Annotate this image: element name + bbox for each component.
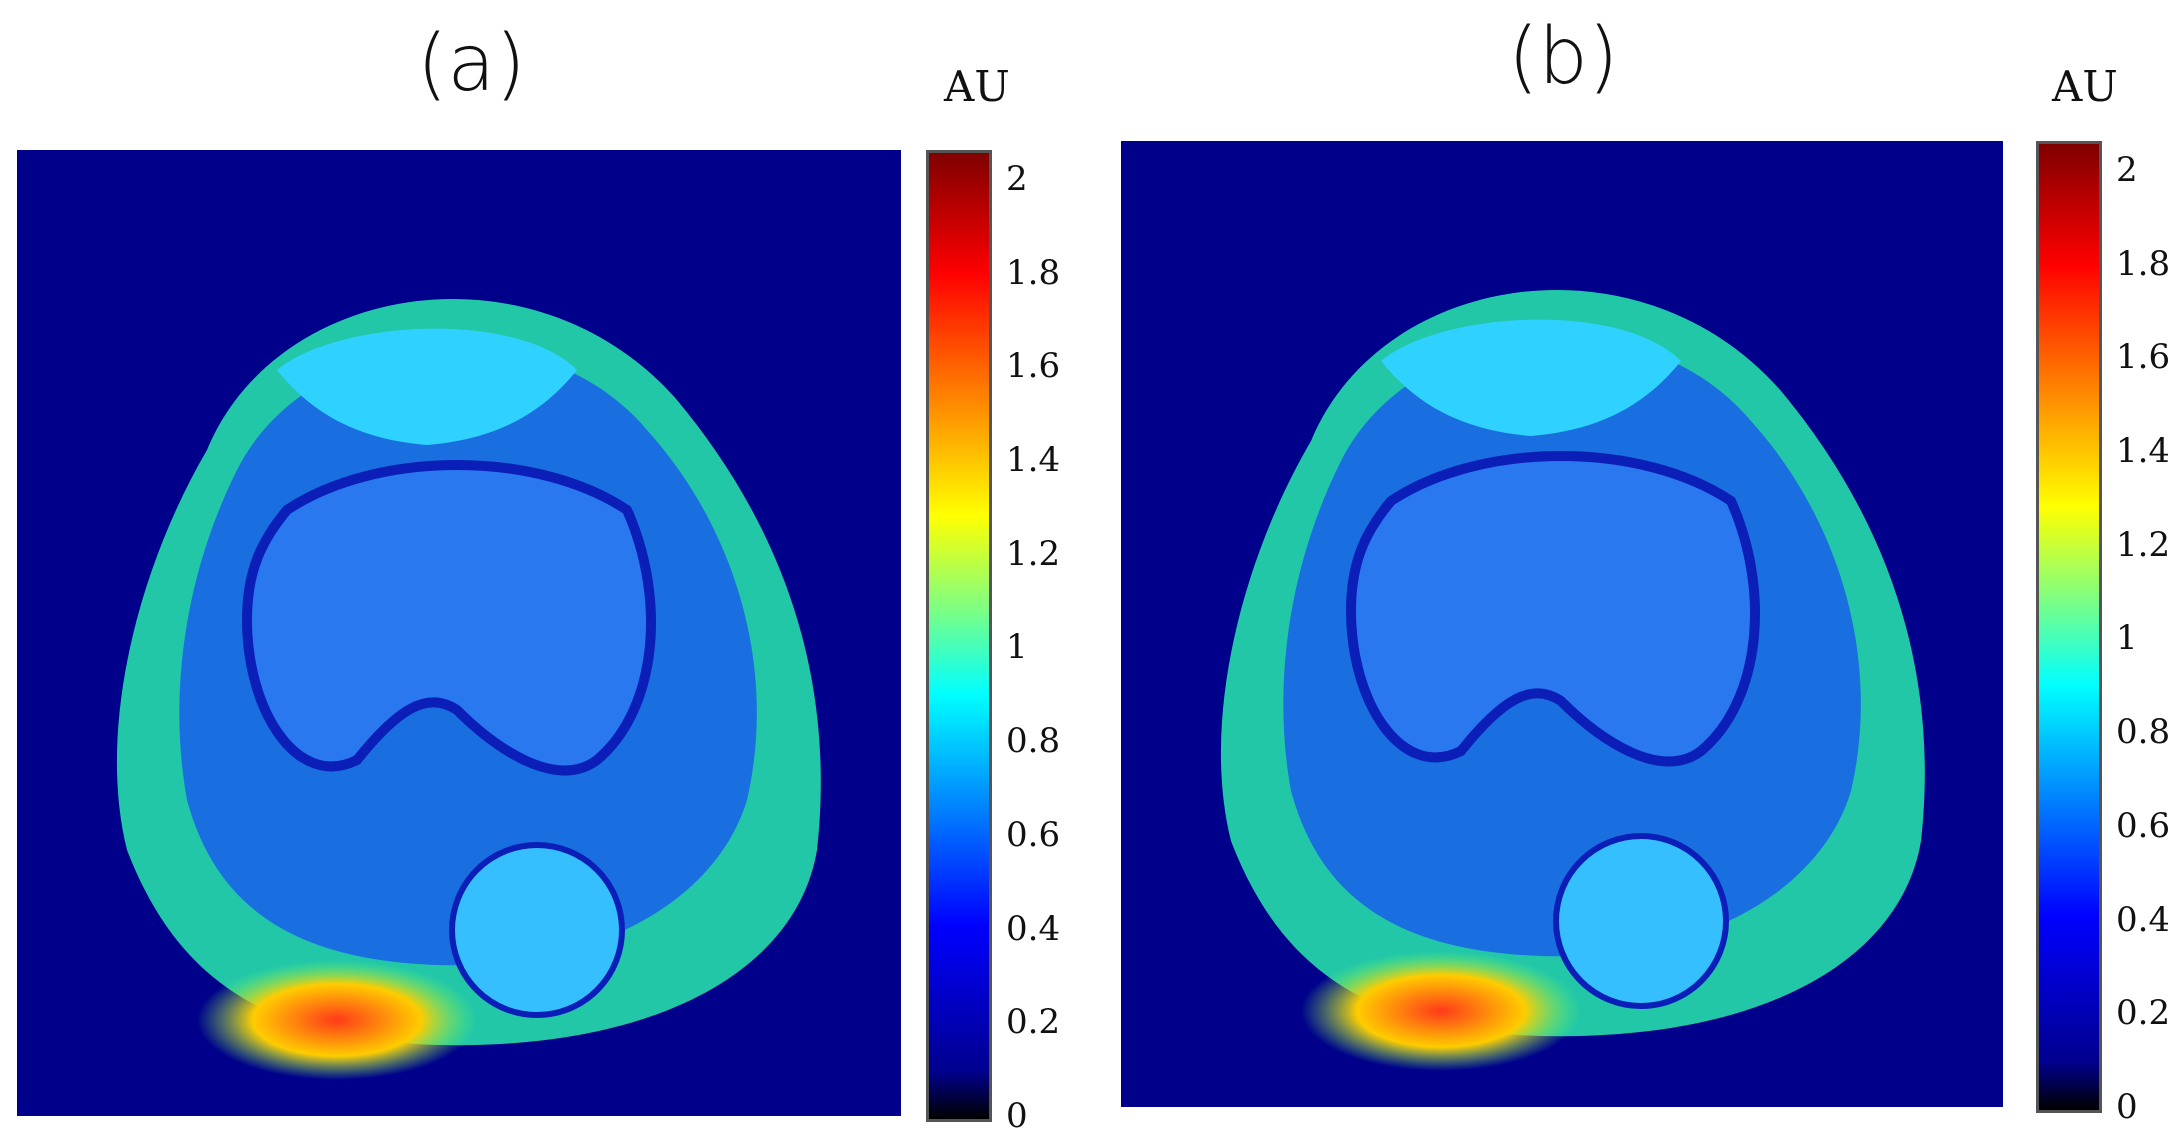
colorbar-tick: 0.4 [2116, 899, 2168, 940]
femur [241, 460, 656, 776]
colorbar-tick: 1.2 [2116, 524, 2168, 565]
panel-a: (a) AU 2 1.8 1.6 1.4 1.2 1 0.8 0.6 [17, 19, 1086, 1136]
femur [1345, 451, 1760, 767]
colorbar-tick: 2 [2116, 149, 2138, 190]
colorbar-tick: 1 [2116, 618, 2138, 659]
colorbar-tick: 0.6 [1006, 814, 1061, 855]
patella [277, 328, 577, 445]
colorbar-tick: 0 [2116, 1087, 2138, 1127]
colorbar-tick: 1.6 [2116, 337, 2168, 378]
colorbar-tick: 1.8 [1006, 252, 1061, 293]
knee-map-illustration [116, 298, 821, 1080]
vessel [1553, 833, 1729, 1009]
colorbar-tick: 1.6 [1006, 346, 1061, 387]
colorbar-tick: 0.6 [2116, 805, 2168, 846]
hot-region [197, 960, 477, 1080]
patella [1381, 319, 1681, 436]
mri-image [17, 150, 901, 1116]
colorbar-unit: AU [2052, 62, 2118, 111]
colorbar-tick: 0 [1006, 1096, 1028, 1136]
colorbar-ticks: 2 1.8 1.6 1.4 1.2 1 0.8 0.6 0.4 0.2 0 [2116, 141, 2168, 1127]
knee-map-illustration [1220, 289, 1925, 1071]
colorbar-tick: 0.4 [1006, 908, 1061, 949]
colorbar-tick: 0.2 [1006, 1002, 1061, 1043]
panel-label: (a) [417, 19, 526, 109]
colorbar-tick: 1.4 [1006, 440, 1061, 481]
colorbar-tick: 0.8 [2116, 712, 2168, 753]
colorbar-unit: AU [944, 62, 1010, 111]
hot-region [1301, 951, 1581, 1071]
colorbar-tick: 1.4 [2116, 431, 2168, 472]
colorbar-tick: 1.2 [1006, 533, 1061, 574]
colorbar-tick: 0.8 [1006, 721, 1061, 762]
colorbar-ticks: 2 1.8 1.6 1.4 1.2 1 0.8 0.6 0.4 0.2 0 [1006, 150, 1086, 1136]
colorbar-tick: 1.8 [2116, 243, 2168, 284]
colorbar-tick: 0.2 [2116, 993, 2168, 1034]
vessel [449, 842, 625, 1018]
colorbar [926, 150, 992, 1122]
colorbar-tick: 1 [1006, 627, 1028, 668]
mri-image [1121, 141, 2003, 1107]
panel-label: (b) [1508, 12, 1619, 102]
colorbar [2036, 141, 2102, 1113]
colorbar-tick: 2 [1006, 158, 1028, 199]
panel-b: (b) AU 2 1.8 1.6 1.4 1.2 1 0.8 0.6 [1084, 0, 2168, 1148]
